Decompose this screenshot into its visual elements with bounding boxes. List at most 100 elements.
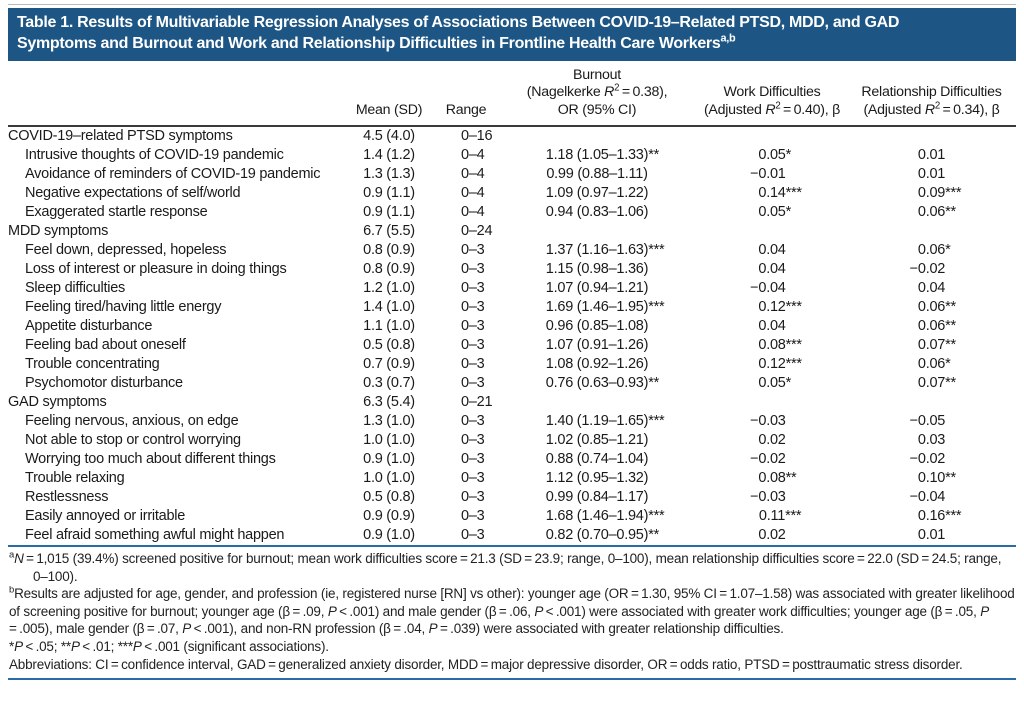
cell-mean-sd: 4.5 (4.0): [363, 128, 415, 145]
cell-work-beta: 0.08 **: [758, 469, 797, 486]
cell-symptom: Trouble concentrating: [25, 355, 160, 372]
cell-mean-sd: 0.3 (0.7): [363, 374, 415, 391]
table-header: Mean (SD) Range Burnout (Nagelkerke R2 = …: [8, 62, 1016, 128]
table-row: Psychomotor disturbance 0.3 (0.7) 0–3 0.76 …: [8, 373, 1016, 392]
cell-work-beta: [697, 126, 847, 145]
cell-burnout-or: 0.94 (0.83–1.06): [545, 203, 649, 220]
cell-symptom: Feel down, depressed, hopeless: [25, 241, 227, 258]
cell-burnout-or: 1.08 (0.92–1.26): [545, 355, 649, 372]
cell-work-beta: 0.04: [758, 260, 786, 277]
cell-burnout-or: 0.82 (0.70–0.95) **: [545, 526, 659, 543]
table-row: Negative expectations of self/world 0.9 (…: [8, 183, 1016, 202]
footnote-a: aN = 1,015 (39.4%) screened positive for…: [9, 549, 1002, 584]
table-row: Not able to stop or control worrying 1.0 …: [8, 430, 1016, 449]
header-work-difficulties: Work Difficulties (Adjusted R2 = 0.40), β: [697, 62, 847, 128]
table-bottom-rule: [8, 545, 1016, 548]
cell-mean-sd: 1.2 (1.0): [363, 279, 415, 296]
cell-mean-sd: 1.1 (1.0): [363, 317, 415, 334]
table-row: Sleep difficulties 1.2 (1.0) 0–3 1.07 (0.94…: [8, 278, 1016, 297]
cell-burnout-or: 1.02 (0.85–1.21): [545, 431, 649, 448]
cell-range: 0–3: [461, 450, 485, 467]
cell-range: 0–4: [461, 146, 485, 163]
cell-relationship-beta: 0.06 **: [917, 298, 956, 315]
regression-table: Mean (SD) Range Burnout (Nagelkerke R2 = …: [8, 62, 1016, 545]
cell-range: 0–3: [461, 488, 485, 505]
cell-symptom: Restlessness: [25, 488, 109, 505]
cell-work-beta: [697, 221, 847, 240]
cell-burnout-or: 1.07 (0.91–1.26): [545, 336, 649, 353]
cell-relationship-beta: 0.06 *: [917, 355, 951, 372]
cell-range: 0–3: [461, 317, 485, 334]
bottom-divider: [8, 678, 1016, 681]
cell-symptom: Avoidance of reminders of COVID-19 pande…: [25, 165, 321, 182]
header-range: Range: [435, 62, 497, 128]
header-relationship-difficulties: Relationship Difficulties (Adjusted R2 = …: [847, 62, 1016, 128]
cell-burnout-or: 1.09 (0.97–1.22): [545, 184, 649, 201]
cell-mean-sd: 0.5 (0.8): [363, 336, 415, 353]
cell-work-beta: 0.05 *: [758, 146, 792, 163]
cell-range: 0–3: [461, 507, 485, 524]
cell-relationship-beta: 0.01: [917, 146, 946, 163]
cell-work-beta: 0.14 ***: [758, 184, 802, 201]
cell-symptom: Negative expectations of self/world: [25, 184, 241, 201]
cell-burnout-or: 0.96 (0.85–1.08): [545, 317, 649, 334]
table-row: Feel afraid something awful might happen…: [8, 525, 1016, 544]
cell-range: 0–4: [461, 184, 485, 201]
table-row: Feel down, depressed, hopeless 0.8 (0.9) 0…: [8, 240, 1016, 259]
cell-burnout-or: [497, 392, 697, 411]
cell-burnout-or: 0.76 (0.63–0.93) **: [545, 374, 659, 391]
cell-symptom: COVID-19–related PTSD symptoms: [8, 128, 233, 145]
cell-mean-sd: 0.9 (0.9): [363, 507, 415, 524]
cell-relationship-beta: [847, 126, 1016, 145]
cell-mean-sd: 0.9 (1.1): [363, 184, 415, 201]
table-row: Feeling nervous, anxious, on edge 1.3 (1.…: [8, 411, 1016, 430]
cell-burnout-or: 1.12 (0.95–1.32): [545, 469, 649, 486]
table-body: COVID-19–related PTSD symptoms 4.5 (4.0) 0…: [8, 126, 1016, 544]
cell-work-beta: 0.02: [758, 526, 786, 543]
cell-symptom: Exaggerated startle response: [25, 203, 208, 220]
table-row: Intrusive thoughts of COVID-19 pandemic 1…: [8, 145, 1016, 164]
cell-relationship-beta: −0.05: [909, 412, 946, 429]
cell-relationship-beta: [847, 392, 1016, 411]
section-row: COVID-19–related PTSD symptoms 4.5 (4.0) 0…: [8, 126, 1016, 145]
cell-burnout-or: 1.37 (1.16–1.63) ***: [545, 241, 665, 258]
cell-relationship-beta: 0.03: [917, 431, 946, 448]
cell-symptom: Feeling bad about oneself: [25, 336, 186, 353]
cell-work-beta: 0.12 ***: [758, 298, 802, 315]
cell-symptom: GAD symptoms: [8, 393, 107, 410]
cell-work-beta: −0.04: [750, 279, 786, 296]
cell-range: 0–3: [461, 526, 485, 543]
cell-symptom: Worrying too much about different things: [25, 450, 276, 467]
cell-burnout-or: [497, 221, 697, 240]
cell-relationship-beta: 0.07 **: [917, 374, 956, 391]
cell-work-beta: 0.05 *: [758, 374, 792, 391]
table-row: Restlessness 0.5 (0.8) 0–3 0.99 (0.84–1.17)…: [8, 487, 1016, 506]
cell-relationship-beta: −0.02: [909, 450, 946, 467]
cell-relationship-beta: [847, 221, 1016, 240]
cell-range: 0–3: [461, 469, 485, 486]
cell-symptom: Appetite disturbance: [25, 317, 153, 334]
cell-symptom: Sleep difficulties: [25, 279, 126, 296]
section-row: MDD symptoms 6.7 (5.5) 0–24: [8, 221, 1016, 240]
footnote-b: bResults are adjusted for age, gender, a…: [9, 584, 1015, 637]
cell-symptom: Feeling nervous, anxious, on edge: [25, 412, 239, 429]
table-row: Feeling tired/having little energy 1.4 (1…: [8, 297, 1016, 316]
cell-symptom: MDD symptoms: [8, 222, 109, 239]
cell-work-beta: [697, 392, 847, 411]
cell-relationship-beta: 0.06 **: [917, 317, 956, 334]
table-row: Appetite disturbance 1.1 (1.0) 0–3 0.96 (0.…: [8, 316, 1016, 335]
header-symptom: [8, 62, 343, 128]
cell-work-beta: −0.03: [750, 488, 786, 505]
cell-relationship-beta: 0.01: [917, 526, 946, 543]
table-row: Avoidance of reminders of COVID-19 pande…: [8, 164, 1016, 183]
cell-range: 0–3: [461, 241, 485, 258]
cell-work-beta: −0.02: [750, 450, 786, 467]
cell-relationship-beta: 0.10 **: [917, 469, 956, 486]
cell-burnout-or: 1.68 (1.46–1.94) ***: [545, 507, 665, 524]
cell-relationship-beta: 0.04: [917, 279, 946, 296]
cell-range: 0–16: [461, 128, 493, 145]
cell-mean-sd: 1.4 (1.2): [363, 146, 415, 163]
cell-work-beta: 0.08 ***: [758, 336, 802, 353]
top-divider: [8, 4, 1016, 5]
